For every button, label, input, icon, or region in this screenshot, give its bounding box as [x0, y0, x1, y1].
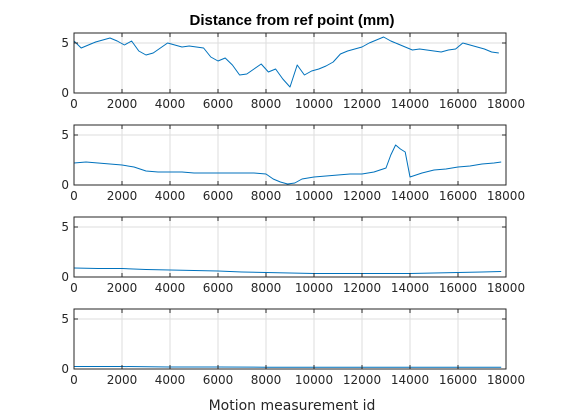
x-tick-label: 16000 [439, 281, 477, 295]
y-tick-label: 0 [61, 270, 69, 284]
x-tick-label: 16000 [439, 97, 477, 111]
axes-frame [73, 216, 507, 278]
x-tick-label: 14000 [391, 97, 429, 111]
axes-frame [73, 124, 507, 186]
x-tick-label: 10000 [295, 373, 333, 387]
series-line-1 [73, 144, 502, 185]
x-tick-label: 12000 [343, 189, 381, 203]
y-tick-label: 5 [61, 220, 69, 234]
x-tick-label: 18000 [487, 281, 525, 295]
y-tick-label: 0 [61, 86, 69, 100]
x-tick-label: 6000 [203, 373, 234, 387]
x-tick-label: 4000 [155, 281, 186, 295]
x-axis-label: Motion measurement id [209, 398, 376, 414]
x-tick-label: 6000 [203, 97, 234, 111]
figure-title: Distance from ref point (mm) [189, 12, 394, 29]
x-tick-label: 14000 [391, 281, 429, 295]
x-tick-label: 10000 [295, 189, 333, 203]
axes-border [73, 124, 507, 186]
x-tick-label: 6000 [203, 189, 234, 203]
x-tick-label: 4000 [155, 97, 186, 111]
x-tick-label: 2000 [107, 97, 138, 111]
x-tick-label: 12000 [343, 373, 381, 387]
x-tick-label: 6000 [203, 281, 234, 295]
x-tick-label: 18000 [487, 189, 525, 203]
x-tick-label: 8000 [251, 189, 282, 203]
x-tick-label: 2000 [107, 189, 138, 203]
x-tick-label: 10000 [295, 281, 333, 295]
axes-border [73, 216, 507, 278]
y-tick-label: 5 [61, 312, 69, 326]
x-tick-label: 0 [70, 189, 78, 203]
x-tick-label: 0 [70, 97, 78, 111]
y-tick-label: 0 [61, 362, 69, 376]
x-tick-label: 4000 [155, 189, 186, 203]
x-tick-label: 18000 [487, 97, 525, 111]
x-tick-label: 2000 [107, 373, 138, 387]
x-tick-label: 8000 [251, 281, 282, 295]
y-tick-label: 0 [61, 178, 69, 192]
x-tick-label: 8000 [251, 373, 282, 387]
axes-border [73, 308, 507, 370]
x-tick-label: 12000 [343, 281, 381, 295]
axes-frame [73, 32, 507, 94]
subplot-4: 0 2000 4000 6000 8000 10000 12000 14000 16000 180… [61, 308, 525, 387]
series-line-1 [73, 36, 499, 88]
x-tick-label: 4000 [155, 373, 186, 387]
series-line-1 [73, 267, 502, 274]
series-line-1 [74, 366, 502, 368]
y-tick-label: 5 [61, 36, 69, 50]
x-tick-label: 16000 [439, 189, 477, 203]
axes-border [73, 32, 507, 94]
x-tick-label: 18000 [487, 373, 525, 387]
subplot-1: 0 2000 4000 6000 8000 10000 12000 14000 16000 180… [61, 32, 525, 111]
x-tick-label: 8000 [251, 97, 282, 111]
x-tick-label: 16000 [439, 373, 477, 387]
subplot-2: 0 2000 4000 6000 8000 10000 12000 14000 16000 180… [61, 124, 525, 203]
subplot-3: 0 2000 4000 6000 8000 10000 12000 14000 16000 180… [61, 216, 525, 295]
x-tick-label: 14000 [391, 373, 429, 387]
x-tick-label: 12000 [343, 97, 381, 111]
x-tick-label: 0 [70, 373, 78, 387]
y-tick-label: 5 [61, 128, 69, 142]
x-tick-label: 2000 [107, 281, 138, 295]
axes-frame [73, 308, 507, 370]
x-tick-label: 0 [70, 281, 78, 295]
x-tick-label: 10000 [295, 97, 333, 111]
x-tick-label: 14000 [391, 189, 429, 203]
